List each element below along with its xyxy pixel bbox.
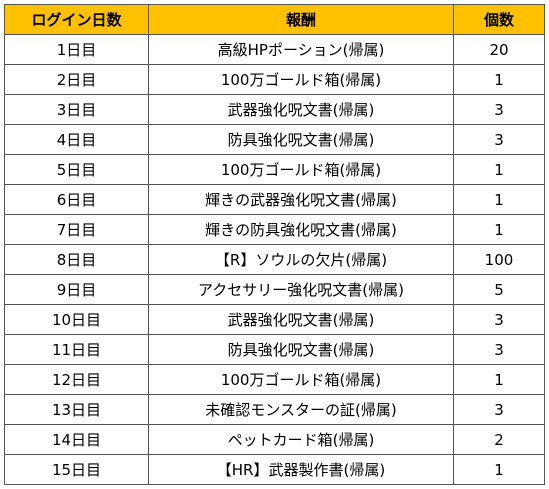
cell-login-day: 13日目 <box>4 394 149 425</box>
cell-login-day: 8日目 <box>4 244 149 275</box>
cell-login-day: 7日目 <box>4 214 149 245</box>
cell-reward: 輝きの武器強化呪文書(帰属) <box>148 184 454 215</box>
cell-count: 1 <box>453 154 545 185</box>
header-count: 個数 <box>453 4 545 35</box>
cell-reward: 防具強化呪文書(帰属) <box>148 334 454 365</box>
table-row: 15日目 【HR】武器製作書(帰属) 1 <box>4 454 545 485</box>
cell-reward: 武器強化呪文書(帰属) <box>148 304 454 335</box>
cell-count: 3 <box>453 124 545 155</box>
table-row: 13日目 未確認モンスターの証(帰属) 3 <box>4 394 545 425</box>
table-row: 8日目 【R】ソウルの欠片(帰属) 100 <box>4 244 545 275</box>
table-row: 4日目 防具強化呪文書(帰属) 3 <box>4 124 545 155</box>
cell-count: 1 <box>453 64 545 95</box>
cell-login-day: 9日目 <box>4 274 149 305</box>
cell-count: 1 <box>453 454 545 485</box>
cell-reward: 100万ゴールド箱(帰属) <box>148 154 454 185</box>
cell-count: 3 <box>453 334 545 365</box>
table-row: 11日目 防具強化呪文書(帰属) 3 <box>4 334 545 365</box>
cell-login-day: 3日目 <box>4 94 149 125</box>
cell-login-day: 2日目 <box>4 64 149 95</box>
table-row: 2日目 100万ゴールド箱(帰属) 1 <box>4 64 545 95</box>
cell-count: 3 <box>453 394 545 425</box>
cell-reward: 未確認モンスターの証(帰属) <box>148 394 454 425</box>
cell-reward: 武器強化呪文書(帰属) <box>148 94 454 125</box>
login-reward-table: ログイン日数 報酬 個数 1日目 高級HPポーション(帰属) 20 2日目 100万ゴー… <box>4 4 545 485</box>
table-row: 6日目 輝きの武器強化呪文書(帰属) 1 <box>4 184 545 215</box>
cell-login-day: 6日目 <box>4 184 149 215</box>
cell-reward: 100万ゴールド箱(帰属) <box>148 364 454 395</box>
cell-login-day: 11日目 <box>4 334 149 365</box>
table-body: 1日目 高級HPポーション(帰属) 20 2日目 100万ゴールド箱(帰属) 1 3日目 武器… <box>4 34 545 485</box>
cell-login-day: 14日目 <box>4 424 149 455</box>
table-row: 9日目 アクセサリー強化呪文書(帰属) 5 <box>4 274 545 305</box>
table-row: 1日目 高級HPポーション(帰属) 20 <box>4 34 545 65</box>
cell-login-day: 15日目 <box>4 454 149 485</box>
table-row: 7日目 輝きの防具強化呪文書(帰属) 1 <box>4 214 545 245</box>
table-row: 3日目 武器強化呪文書(帰属) 3 <box>4 94 545 125</box>
table-header-row: ログイン日数 報酬 個数 <box>4 4 545 35</box>
cell-reward: 100万ゴールド箱(帰属) <box>148 64 454 95</box>
cell-reward: ペットカード箱(帰属) <box>148 424 454 455</box>
cell-login-day: 10日目 <box>4 304 149 335</box>
cell-count: 100 <box>453 244 545 275</box>
cell-login-day: 4日目 <box>4 124 149 155</box>
cell-reward: 【HR】武器製作書(帰属) <box>148 454 454 485</box>
cell-count: 1 <box>453 184 545 215</box>
cell-login-day: 12日目 <box>4 364 149 395</box>
cell-count: 3 <box>453 304 545 335</box>
table-row: 5日目 100万ゴールド箱(帰属) 1 <box>4 154 545 185</box>
cell-reward: 防具強化呪文書(帰属) <box>148 124 454 155</box>
cell-count: 5 <box>453 274 545 305</box>
header-reward: 報酬 <box>148 4 454 35</box>
cell-reward: 輝きの防具強化呪文書(帰属) <box>148 214 454 245</box>
cell-count: 3 <box>453 94 545 125</box>
table-row: 10日目 武器強化呪文書(帰属) 3 <box>4 304 545 335</box>
table-row: 12日目 100万ゴールド箱(帰属) 1 <box>4 364 545 395</box>
cell-count: 1 <box>453 214 545 245</box>
cell-count: 2 <box>453 424 545 455</box>
cell-login-day: 1日目 <box>4 34 149 65</box>
header-login-days: ログイン日数 <box>4 4 149 35</box>
cell-login-day: 5日目 <box>4 154 149 185</box>
cell-count: 20 <box>453 34 545 65</box>
cell-reward: 【R】ソウルの欠片(帰属) <box>148 244 454 275</box>
cell-count: 1 <box>453 364 545 395</box>
cell-reward: アクセサリー強化呪文書(帰属) <box>148 274 454 305</box>
table-row: 14日目 ペットカード箱(帰属) 2 <box>4 424 545 455</box>
cell-reward: 高級HPポーション(帰属) <box>148 34 454 65</box>
